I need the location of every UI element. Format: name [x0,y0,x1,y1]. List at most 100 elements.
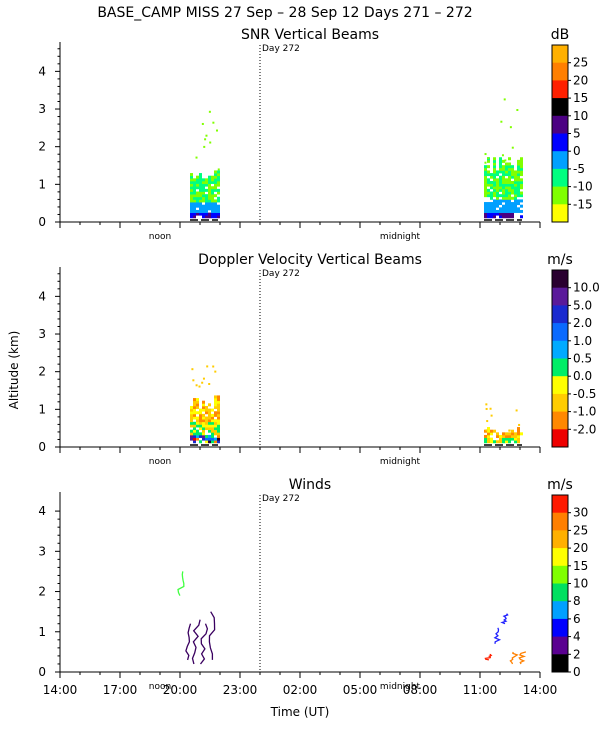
data-cell [484,434,487,438]
data-cell [520,199,523,203]
data-cell [493,440,496,444]
data-cell [493,167,496,171]
data-cell [493,199,496,203]
data-cell [190,429,193,433]
data-cell [211,199,214,203]
x-tick-label: 14:00 [523,683,558,697]
data-cell [508,204,511,208]
data-cell [211,188,214,192]
data-cell [208,424,211,428]
wind-profile-8 [500,613,509,625]
colorbar-tick-label: 0.0 [573,369,592,383]
data-cell [505,434,508,438]
data-cell [490,215,493,219]
data-cell [217,429,220,433]
data-cell [487,191,490,195]
data-cell [505,180,508,184]
data-cell [211,416,214,420]
data-cell [484,202,487,206]
data-cell [493,157,496,161]
data-cell [493,429,496,433]
data-cell [208,429,211,433]
data-cell [202,196,205,200]
data-cell [202,419,205,423]
colorbar-tick-label: -10 [573,180,593,194]
data-cell [508,178,511,182]
data-cell [508,157,511,161]
data-cell [205,434,208,438]
data-cell [505,209,508,213]
data-cell [205,416,208,420]
data-cell [490,432,493,436]
data-cell [208,178,211,182]
data-cell [211,421,214,425]
data-point [485,403,488,406]
data-cell [487,215,490,219]
data-cell [496,202,499,206]
data-cell [217,175,220,179]
data-cell [217,421,220,425]
data-cell [199,413,202,417]
colorbar-segment [552,62,568,81]
data-cell [193,207,196,211]
data-cell [511,207,514,211]
data-cell [214,170,217,174]
data-cell [511,437,514,441]
data-cell [202,427,205,431]
data-cell [505,199,508,203]
data-block-2 [484,98,523,221]
data-cell [517,427,520,431]
data-cell [487,202,490,206]
data-cell [508,188,511,192]
data-cell [211,209,214,213]
data-cell [496,209,499,213]
data-cell [190,173,193,177]
data-cell [496,432,499,436]
colorbar-segment [552,654,568,673]
data-cell [493,194,496,198]
wind-profile-10 [518,651,527,665]
data-cell [208,175,211,179]
colorbar-tick-label: 25 [573,56,588,70]
data-cell [205,188,208,192]
data-cell [499,165,502,169]
data-cell [214,209,217,213]
y-tick-label: 1 [38,625,46,639]
colorbar-tick-label: 15 [573,91,588,105]
data-cell [496,204,499,208]
data-cell [487,173,490,177]
data-cell [193,437,196,441]
data-cell [508,440,511,444]
data-point [518,423,521,426]
data-cell [496,186,499,190]
data-point [195,156,198,159]
colorbar-tick-label: -1.0 [573,405,596,419]
panel-2: Doppler Velocity Vertical Beams 0 1 2 3 4 Day … [38,252,599,467]
data-cell [214,427,217,431]
data-cell [490,202,493,206]
data-cell [211,202,214,206]
data-cell [199,180,202,184]
data-cell [199,419,202,423]
data-cell [514,209,517,213]
data-cell [517,202,520,206]
data-cell [505,194,508,198]
data-cell [217,403,220,407]
data-cell [214,202,217,206]
data-cell [514,202,517,206]
y-tick-label: 0 [38,665,46,679]
data-cell [499,162,502,166]
data-point [490,414,493,417]
data-cell [193,194,196,198]
data-cell [517,165,520,169]
data-point [217,168,220,171]
data-cell [205,440,208,444]
y-axis-label: Altitude (km) [7,331,21,410]
data-cell [496,180,499,184]
data-cell [499,437,502,441]
data-cell [214,207,217,211]
data-cell [214,194,217,198]
data-cell [190,204,193,208]
data-cell [202,215,205,219]
data-cell [214,400,217,404]
